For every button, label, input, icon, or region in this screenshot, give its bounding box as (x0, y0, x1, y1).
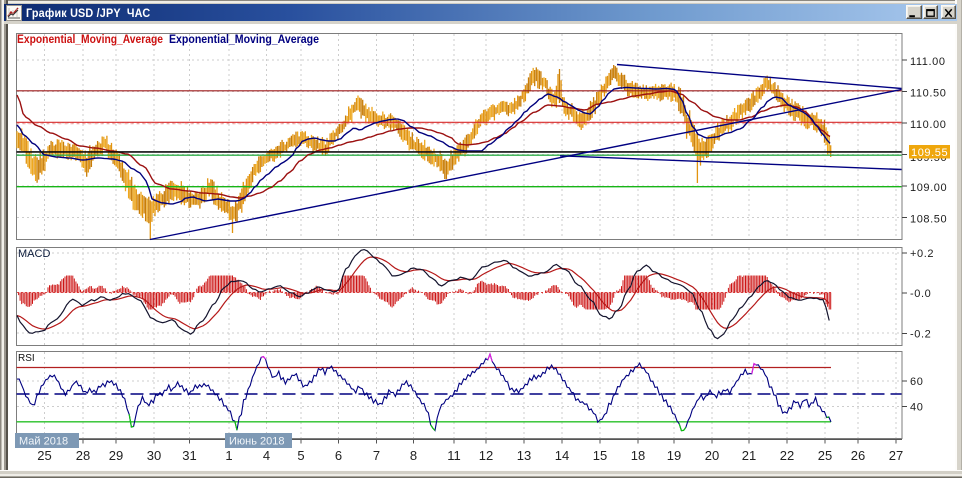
svg-text:109.55: 109.55 (911, 147, 948, 159)
svg-text:-0.0: -0.0 (910, 288, 931, 300)
svg-text:7: 7 (373, 448, 380, 463)
svg-text:14: 14 (555, 448, 569, 463)
svg-text:1: 1 (225, 448, 232, 463)
svg-text:21: 21 (742, 448, 756, 463)
svg-text:27: 27 (889, 448, 903, 463)
svg-text:31: 31 (182, 448, 196, 463)
svg-text:110.50: 110.50 (910, 88, 946, 100)
svg-text:30: 30 (147, 448, 161, 463)
svg-text:25: 25 (818, 448, 832, 463)
svg-text:MACD: MACD (18, 248, 50, 260)
svg-text:40: 40 (910, 402, 923, 414)
svg-text:12: 12 (479, 448, 493, 463)
svg-text:-0.2: -0.2 (910, 329, 931, 341)
svg-text:11: 11 (447, 448, 461, 463)
svg-text:19: 19 (667, 448, 681, 463)
svg-text:20: 20 (705, 448, 719, 463)
svg-text:28: 28 (76, 448, 90, 463)
svg-text:13: 13 (517, 448, 531, 463)
svg-text:5: 5 (297, 448, 304, 463)
svg-text:26: 26 (851, 448, 865, 463)
svg-text:Exponential_Moving_Average: Exponential_Moving_Average (17, 32, 163, 46)
svg-text:8: 8 (410, 448, 417, 463)
svg-text:25: 25 (37, 448, 51, 463)
svg-text:110.00: 110.00 (910, 119, 946, 131)
svg-text:+0.2: +0.2 (910, 248, 934, 260)
svg-text:15: 15 (593, 448, 607, 463)
svg-text:108.50: 108.50 (910, 214, 947, 226)
svg-text:111.00: 111.00 (910, 56, 946, 68)
svg-text:109.00: 109.00 (910, 182, 947, 194)
svg-text:60: 60 (910, 376, 923, 388)
svg-text:29: 29 (109, 448, 123, 463)
svg-text:4: 4 (263, 448, 270, 463)
svg-text:Exponential_Moving_Average: Exponential_Moving_Average (169, 32, 319, 46)
svg-text:Июнь 2018: Июнь 2018 (229, 436, 285, 448)
svg-text:18: 18 (631, 448, 645, 463)
svg-text:RSI: RSI (18, 353, 35, 364)
svg-text:22: 22 (780, 448, 794, 463)
svg-text:6: 6 (335, 448, 342, 463)
svg-text:Май 2018: Май 2018 (19, 436, 68, 448)
